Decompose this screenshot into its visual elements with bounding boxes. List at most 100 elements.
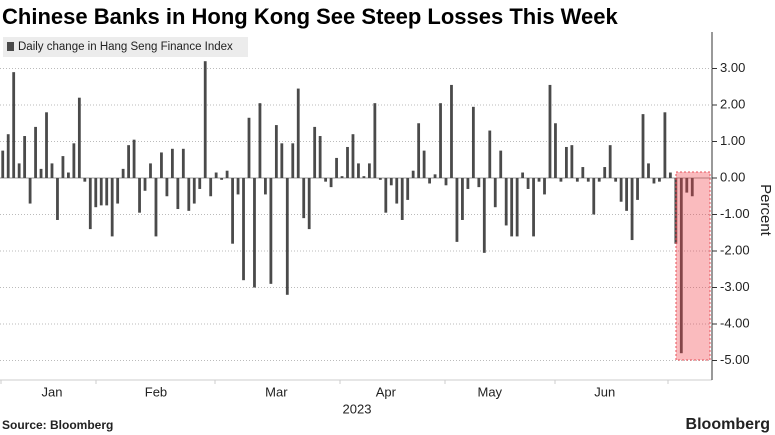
bar (357, 163, 360, 178)
bar (455, 178, 459, 242)
bar (187, 178, 191, 211)
bar (526, 178, 530, 189)
bar (165, 178, 169, 197)
bar (274, 125, 278, 178)
x-tick-label: Mar (265, 384, 288, 399)
bar (110, 178, 114, 237)
bar (482, 178, 486, 253)
bar (461, 178, 464, 220)
bar (318, 136, 322, 178)
bar (444, 178, 448, 186)
bar (554, 123, 557, 178)
bar (127, 145, 131, 178)
bar (329, 178, 333, 188)
bar (367, 163, 371, 178)
bar (225, 170, 229, 178)
bar (61, 156, 65, 178)
bar (99, 178, 103, 206)
y-tick-label: 0.00 (720, 169, 745, 184)
bar (466, 178, 470, 189)
bar (39, 168, 43, 178)
month-separators (0, 380, 669, 384)
bar (548, 84, 552, 178)
x-tick-label: Apr (376, 384, 397, 399)
bar (575, 178, 579, 182)
bar (636, 178, 639, 200)
bar (296, 88, 300, 178)
brand: Bloomberg (686, 416, 770, 433)
bar (28, 178, 32, 204)
bar (269, 178, 273, 284)
bar (658, 178, 661, 182)
y-tick-label: -2.00 (720, 242, 750, 257)
bar (493, 178, 497, 208)
bar (209, 178, 213, 197)
bar (515, 178, 519, 237)
bar (88, 178, 92, 230)
y-tick-label: -5.00 (720, 352, 750, 367)
bar (504, 178, 508, 226)
bar (258, 103, 262, 178)
y-axis-label: Percent (757, 184, 774, 237)
bar (181, 148, 185, 178)
bar (170, 148, 174, 178)
y-tick-label: -4.00 (720, 315, 750, 330)
bar (285, 178, 289, 295)
bar (176, 178, 180, 210)
bar (138, 178, 141, 213)
bar (143, 178, 147, 191)
bar (307, 178, 311, 230)
bar (395, 178, 399, 204)
x-tick-label: May (478, 384, 503, 399)
bar (149, 163, 152, 178)
chart-title: Chinese Banks in Hong Kong See Steep Los… (2, 4, 619, 29)
bar (614, 178, 618, 182)
bar (477, 178, 481, 188)
bar (72, 143, 76, 178)
bar (647, 163, 650, 178)
bar (450, 84, 453, 178)
bar (378, 178, 382, 180)
bar (203, 61, 207, 179)
bar (389, 178, 393, 186)
bar (521, 172, 525, 178)
bar (668, 172, 672, 178)
bar (537, 178, 541, 182)
bar (685, 178, 689, 193)
bar (679, 178, 683, 354)
bar (384, 178, 388, 213)
bar (428, 178, 431, 184)
bar (67, 172, 70, 178)
bar (543, 178, 546, 195)
source: Source: Bloomberg (2, 418, 113, 432)
bar (663, 112, 667, 178)
legend-box (3, 37, 248, 57)
bar (340, 176, 344, 178)
bar (280, 143, 284, 178)
bar (597, 178, 601, 182)
bar (510, 178, 514, 237)
bar (231, 178, 234, 244)
bar (94, 178, 98, 208)
x-tick-label: Jun (594, 384, 615, 399)
bar (160, 152, 163, 178)
bar (116, 178, 120, 204)
x-axis-label: 2023 (343, 401, 372, 416)
bar (214, 172, 218, 178)
bar (581, 167, 585, 178)
bar (422, 150, 426, 178)
bar (630, 178, 634, 241)
bar (586, 178, 590, 182)
bar (564, 146, 568, 178)
bar (154, 178, 158, 237)
bar (532, 178, 535, 237)
bar (471, 106, 475, 178)
bar (499, 150, 503, 178)
bar (373, 103, 377, 178)
bar (17, 163, 21, 178)
bar (56, 178, 59, 220)
y-tick-label: 2.00 (720, 96, 745, 111)
bar (439, 103, 442, 178)
bar (192, 178, 196, 204)
x-tick-label: Jan (42, 384, 63, 399)
